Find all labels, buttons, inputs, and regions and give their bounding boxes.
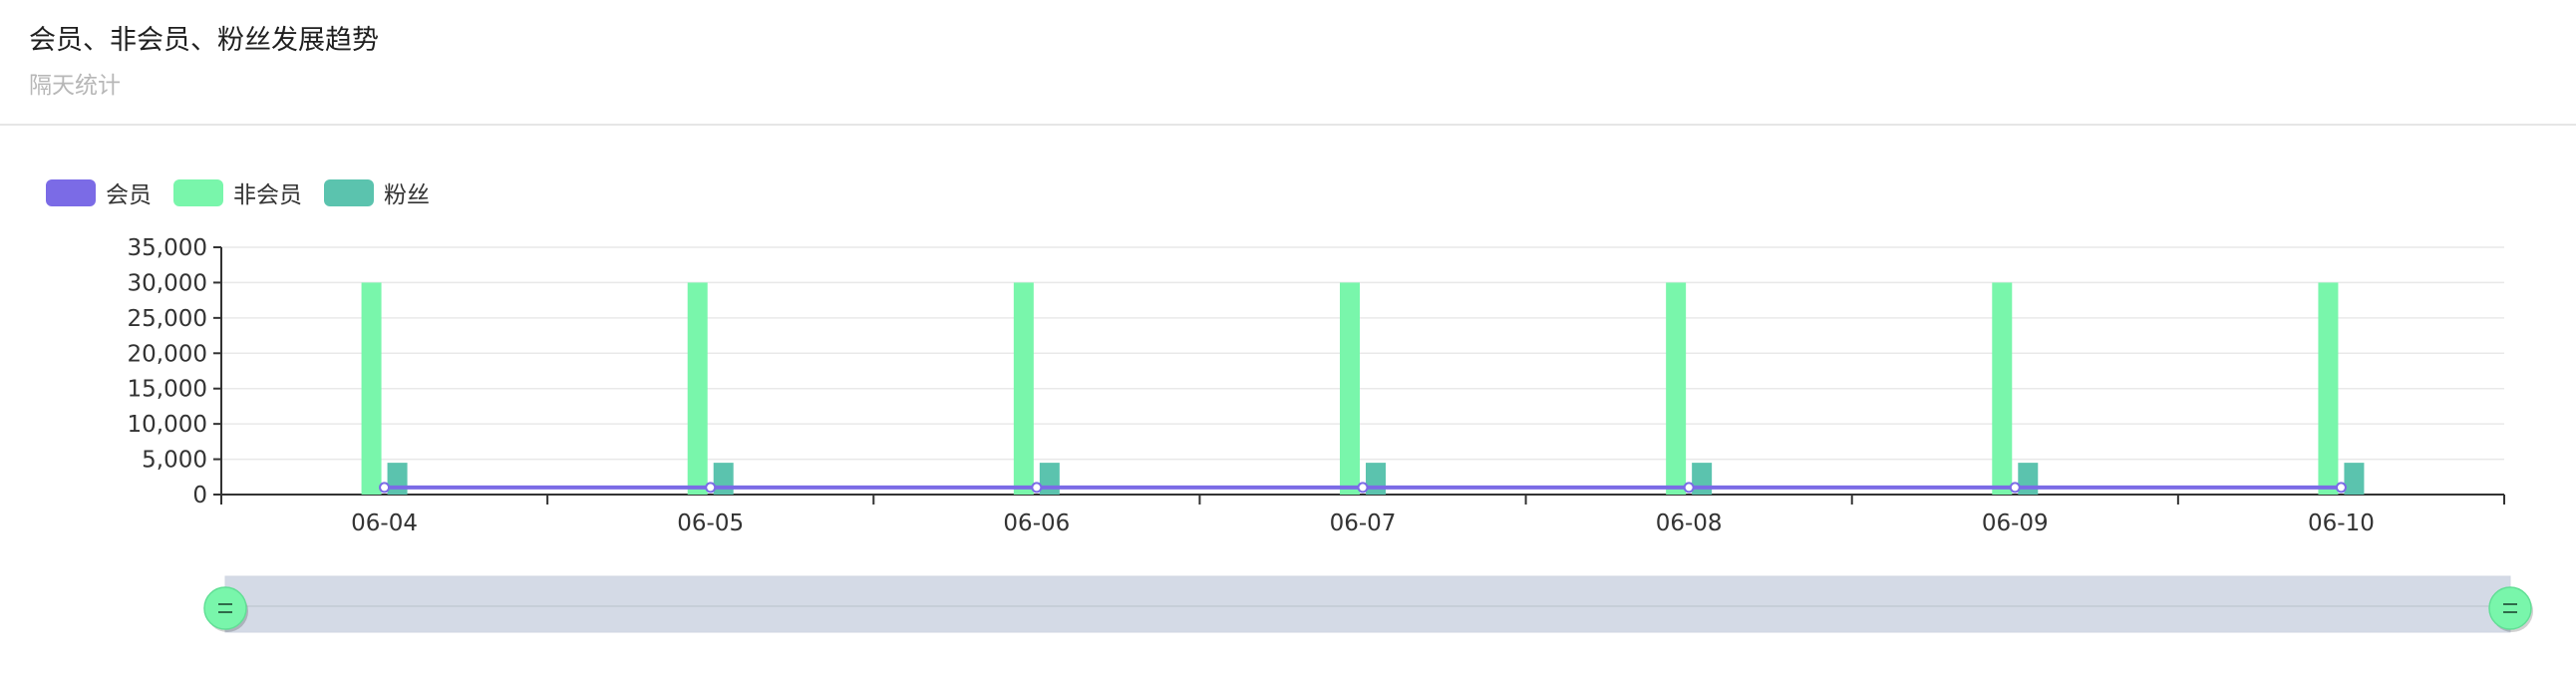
member-line — [379, 482, 2347, 494]
chart-title: 会员、非会员、粉丝发展趋势 — [29, 25, 379, 56]
bar-non-member — [1992, 282, 2013, 495]
chart-subtitle: 隔天统计 — [29, 73, 121, 99]
data-zoom-slider[interactable] — [203, 575, 2533, 633]
x-tick-label: 06-04 — [351, 510, 418, 536]
x-tick-label: 06-08 — [1656, 510, 1723, 536]
legend-label-non-member: 非会员 — [233, 182, 302, 208]
legend-swatch-fans — [324, 178, 374, 206]
y-tick-label: 25,000 — [128, 306, 207, 332]
x-tick-label: 06-07 — [1330, 510, 1397, 536]
bar-non-member — [1013, 282, 1034, 495]
legend-label-member: 会员 — [106, 182, 152, 208]
member-point — [705, 482, 717, 494]
member-point — [2009, 482, 2021, 494]
member-point — [1357, 482, 1369, 494]
member-point — [1683, 482, 1695, 494]
zoom-handle-left[interactable] — [203, 586, 248, 632]
bar-fans — [713, 463, 734, 495]
zoom-selected-range — [225, 576, 2510, 632]
y-tick-label: 20,000 — [128, 341, 207, 367]
legend-item-non-member[interactable]: 非会员 — [173, 175, 302, 209]
y-tick-label: 30,000 — [128, 270, 207, 296]
x-tick-label: 06-10 — [2308, 510, 2375, 536]
chart-header: 会员、非会员、粉丝发展趋势 隔天统计 — [0, 0, 2576, 126]
legend-swatch-member — [46, 178, 96, 206]
legend-label-fans: 粉丝 — [384, 182, 430, 208]
legend-item-fans[interactable]: 粉丝 — [324, 175, 430, 209]
y-tick-label: 10,000 — [128, 412, 207, 438]
zoom-handle-circle — [203, 586, 247, 630]
legend: 会员 非会员 粉丝 — [46, 175, 430, 209]
bars — [361, 282, 2365, 495]
y-axis: 0 5,000 10,000 15,000 20,000 25,000 30,000 35,0… — [128, 235, 222, 508]
y-tick-label: 5,000 — [142, 448, 207, 474]
x-axis: 06-04 06-05 06-06 06-07 06-08 06-09 06-10 — [220, 494, 2505, 536]
y-tick-label: 15,000 — [128, 377, 207, 403]
y-tick-label: 35,000 — [128, 235, 207, 261]
member-point — [379, 482, 391, 494]
bar-fans — [387, 463, 408, 495]
zoom-handle-circle — [2488, 586, 2532, 630]
x-tick-label: 06-09 — [1982, 510, 2049, 536]
bar-non-member — [361, 282, 382, 495]
x-tick-label: 06-05 — [677, 510, 744, 536]
legend-item-member[interactable]: 会员 — [46, 175, 152, 209]
zoom-handle-right[interactable] — [2488, 586, 2533, 632]
bar-fans — [1039, 463, 1060, 495]
bar-non-member — [1340, 282, 1360, 495]
bar-non-member — [2318, 282, 2339, 495]
grid-lines — [221, 246, 2504, 461]
bar-fans — [2344, 463, 2365, 495]
legend-swatch-non-member — [173, 178, 223, 206]
bar-fans — [2018, 463, 2039, 495]
member-point — [2335, 482, 2347, 494]
bar-fans — [1366, 463, 1386, 495]
bar-non-member — [687, 282, 708, 495]
y-tick-label: 0 — [192, 483, 207, 508]
member-point — [1031, 482, 1043, 494]
bar-fans — [1692, 463, 1713, 495]
bar-non-member — [1666, 282, 1687, 495]
x-tick-label: 06-06 — [1003, 510, 1070, 536]
